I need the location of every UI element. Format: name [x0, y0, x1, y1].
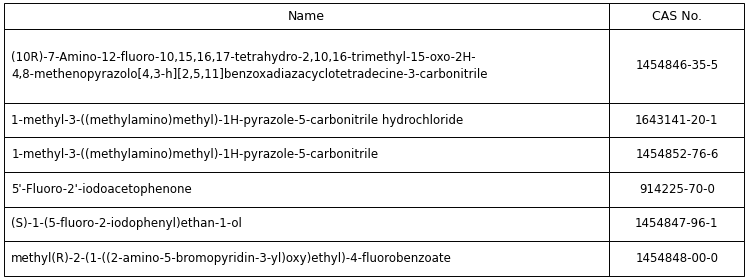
Bar [610, 29, 744, 103]
Text: 1454847-96-1: 1454847-96-1 [635, 217, 719, 230]
Text: 1-methyl-3-((methylamino)methyl)-1H-pyrazole-5-carbonitrile hydrochloride: 1-methyl-3-((methylamino)methyl)-1H-pyra… [11, 114, 464, 127]
Bar [4, 3, 610, 29]
Text: 1-methyl-3-((methylamino)methyl)-1H-pyrazole-5-carbonitrile: 1-methyl-3-((methylamino)methyl)-1H-pyra… [11, 148, 378, 161]
Bar [610, 137, 744, 172]
Text: 914225-70-0: 914225-70-0 [639, 183, 715, 196]
Bar [4, 103, 610, 137]
Bar [610, 172, 744, 206]
Bar [610, 241, 744, 276]
Bar [610, 206, 744, 241]
Bar [4, 29, 610, 103]
Bar [4, 241, 610, 276]
Text: (S)-1-(5-fluoro-2-iodophenyl)ethan-1-ol: (S)-1-(5-fluoro-2-iodophenyl)ethan-1-ol [11, 217, 242, 230]
Bar [4, 172, 610, 206]
Text: CAS No.: CAS No. [652, 9, 702, 23]
Text: 1454846-35-5: 1454846-35-5 [635, 59, 718, 72]
Text: Name: Name [288, 9, 325, 23]
Bar [610, 103, 744, 137]
Text: 1643141-20-1: 1643141-20-1 [635, 114, 719, 127]
Text: (10R)-7-Amino-12-fluoro-10,15,16,17-tetrahydro-2,10,16-trimethyl-15-oxo-2H-
4,8-: (10R)-7-Amino-12-fluoro-10,15,16,17-tetr… [11, 51, 488, 81]
Text: 5'-Fluoro-2'-iodoacetophenone: 5'-Fluoro-2'-iodoacetophenone [11, 183, 192, 196]
Text: 1454848-00-0: 1454848-00-0 [635, 252, 718, 265]
Text: methyl(R)-2-(1-((2-amino-5-bromopyridin-3-yl)oxy)ethyl)-4-fluorobenzoate: methyl(R)-2-(1-((2-amino-5-bromopyridin-… [11, 252, 452, 265]
Bar [4, 137, 610, 172]
Text: 1454852-76-6: 1454852-76-6 [635, 148, 719, 161]
Bar [4, 206, 610, 241]
Bar [610, 3, 744, 29]
